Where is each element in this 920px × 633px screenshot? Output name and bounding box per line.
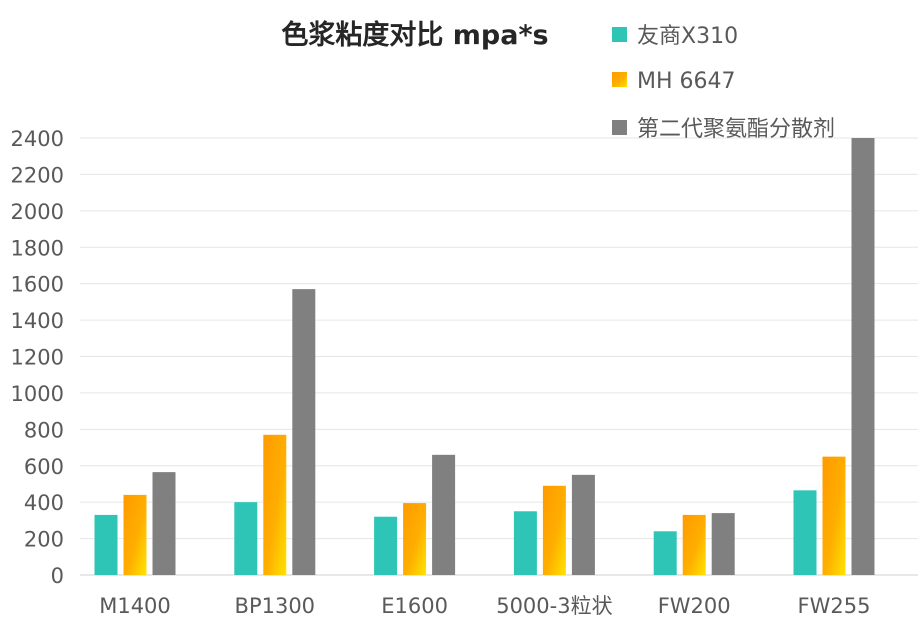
bars <box>94 138 875 575</box>
legend-label: 友商X310 <box>637 24 738 49</box>
legend-swatch <box>612 120 627 135</box>
y-tick-label: 1400 <box>11 309 64 333</box>
legend-swatch <box>612 72 627 87</box>
bar-1-2 <box>234 502 258 575</box>
y-tick-label: 2400 <box>11 127 64 151</box>
x-axis: M1400 BP1300 E1600 5000-3粒状 FW200 FW255 <box>99 594 870 618</box>
bar-1-3 <box>374 516 398 575</box>
y-tick-label: 400 <box>24 491 64 515</box>
y-tick-label: 200 <box>24 528 64 552</box>
bar-2-6 <box>822 456 846 575</box>
x-tick-label: FW200 <box>658 594 731 618</box>
bar-2-3 <box>403 503 427 575</box>
x-tick-label: FW255 <box>798 594 871 618</box>
y-axis: 0 200 400 600 800 1000 1200 1400 1600 1800 2000 220… <box>11 127 64 588</box>
gridlines <box>80 137 918 576</box>
bar-2-4 <box>542 485 566 575</box>
y-tick-label: 1800 <box>11 236 64 260</box>
bar-3-6 <box>851 138 875 575</box>
legend-swatch <box>612 27 627 42</box>
y-tick-label: 1600 <box>11 273 64 297</box>
bar-1-5 <box>653 531 677 575</box>
bar-3-3 <box>432 454 456 575</box>
y-tick-label: 600 <box>24 455 64 479</box>
y-tick-label: 2000 <box>11 200 64 224</box>
x-tick-label: E1600 <box>381 594 448 618</box>
chart-title: 色浆粘度对比 mpa*s <box>281 19 548 51</box>
y-tick-label: 800 <box>24 418 64 442</box>
y-tick-label: 0 <box>51 564 64 588</box>
legend-label: 第二代聚氨酯分散剂 <box>637 117 835 142</box>
y-tick-label: 1200 <box>11 346 64 370</box>
bar-1-1 <box>94 514 118 575</box>
bar-2-2 <box>263 434 287 575</box>
bar-2-1 <box>123 494 147 575</box>
bar-3-2 <box>292 289 316 575</box>
y-tick-label: 2200 <box>11 163 64 187</box>
bar-2-5 <box>682 514 706 575</box>
bar-1-6 <box>793 490 817 575</box>
bar-3-1 <box>152 472 176 575</box>
x-tick-label: 5000-3粒状 <box>496 594 612 618</box>
x-tick-label: M1400 <box>99 594 171 618</box>
bar-3-5 <box>711 513 735 575</box>
y-tick-label: 1000 <box>11 382 64 406</box>
x-tick-label: BP1300 <box>235 594 316 618</box>
legend-label: MH 6647 <box>637 69 736 94</box>
legend: 友商X310 MH 6647 第二代聚氨酯分散剂 <box>612 24 835 142</box>
bar-3-4 <box>571 474 595 575</box>
bar-1-4 <box>513 511 537 575</box>
